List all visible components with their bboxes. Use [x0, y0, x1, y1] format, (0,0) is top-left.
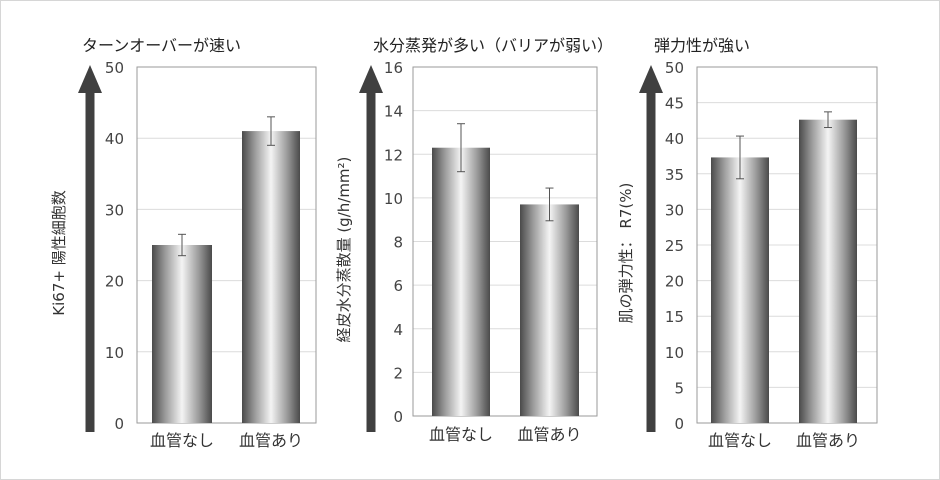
x-category-label: 血管あり [239, 431, 303, 450]
y-axis-label: 経皮水分蒸散量 (g/h/mm²) [335, 157, 353, 343]
y-tick-label: 35 [665, 166, 684, 184]
y-tick-label: 25 [665, 237, 684, 255]
chart-panel-3: 0 5 10 15 20 25 30 35 40 45 50 血管なし 血管あり 肌の弾力性： R7(%)… [617, 36, 878, 450]
y-tick-label: 20 [105, 273, 124, 291]
y-tick-label: 12 [384, 146, 403, 164]
plot-area [412, 66, 598, 417]
x-category-label: 血管なし [708, 431, 772, 450]
y-tick-label: 5 [674, 379, 684, 397]
y-tick-label: 0 [393, 408, 403, 426]
axis-arrow-head [639, 65, 663, 93]
y-axis-label: 肌の弾力性： R7(%) [617, 183, 635, 324]
x-category-label: 血管あり [796, 431, 860, 450]
y-tick-label: 10 [665, 344, 684, 362]
y-tick-label: 8 [393, 234, 403, 252]
bar [711, 157, 769, 423]
x-category-label: 血管あり [517, 425, 581, 444]
y-tick-label: 45 [665, 95, 684, 113]
y-tick-label: 0 [114, 415, 124, 433]
y-tick-label: 40 [105, 130, 124, 148]
chart-panel-2: 0 2 4 6 8 10 12 14 16 血管なし 血管あり 経皮水分蒸散量 (g/h/mm²) 水分… [335, 36, 613, 444]
chart-title: 弾力性が強い [654, 36, 750, 55]
y-tick-label: 50 [665, 59, 684, 77]
y-tick-label: 20 [665, 273, 684, 291]
x-category-label: 血管なし [150, 431, 214, 450]
y-tick-label: 30 [105, 201, 124, 219]
chart-panel-1: 0 10 20 30 40 50 血管なし 血管あり Ki67+ 陽性細胞数 ターンオーバーが速い [50, 36, 317, 450]
y-axis-label: Ki67+ 陽性細胞数 [50, 190, 68, 315]
y-tick-label: 2 [393, 364, 403, 382]
axis-arrow-head [359, 65, 383, 93]
bar [520, 204, 579, 416]
y-tick-label: 30 [665, 201, 684, 219]
chart-title: ターンオーバーが速い [82, 36, 241, 55]
bar [242, 131, 300, 423]
y-tick-label: 14 [384, 103, 403, 121]
bar [152, 245, 212, 423]
y-tick-label: 0 [674, 415, 684, 433]
plot-area [136, 66, 317, 424]
plot-area [696, 66, 878, 424]
axis-arrow-head [78, 65, 102, 93]
y-tick-label: 50 [105, 59, 124, 77]
y-tick-label: 10 [384, 190, 403, 208]
x-category-label: 血管なし [429, 425, 493, 444]
y-tick-label: 16 [384, 59, 403, 77]
y-tick-label: 4 [393, 321, 403, 339]
y-tick-label: 6 [393, 277, 403, 295]
y-tick-label: 10 [105, 344, 124, 362]
chart-title: 水分蒸発が多い（バリアが弱い） [373, 36, 613, 55]
bar [799, 119, 857, 424]
y-tick-label: 15 [665, 308, 684, 326]
y-tick-label: 40 [665, 130, 684, 148]
bar [432, 147, 490, 417]
